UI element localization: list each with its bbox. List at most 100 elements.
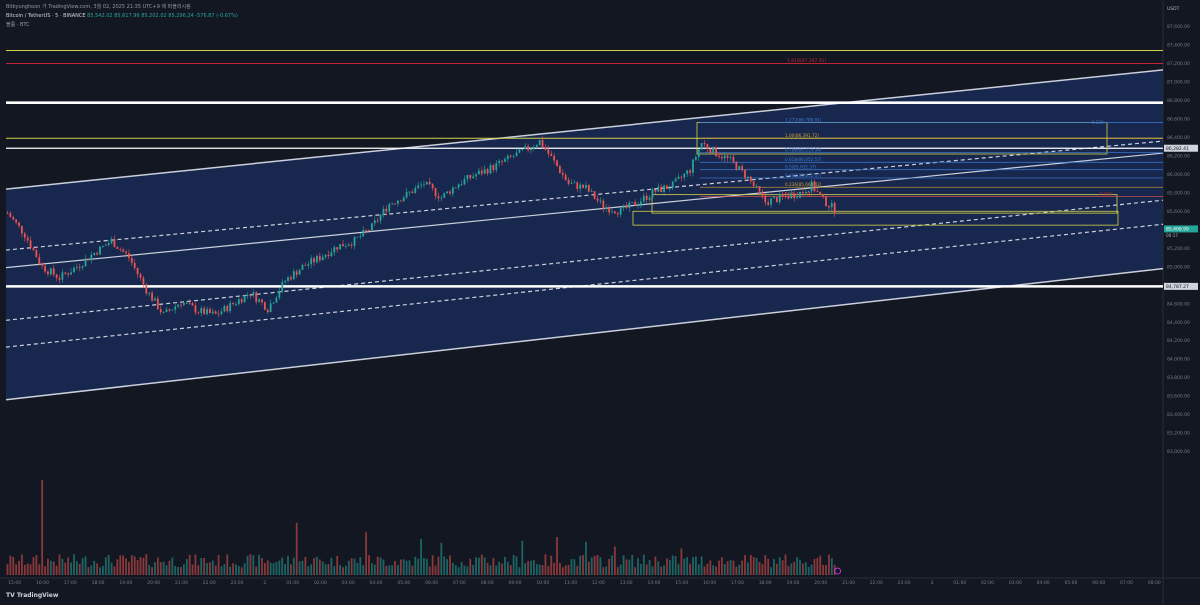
candle-body <box>825 196 827 207</box>
volume-bar <box>67 557 70 575</box>
volume-bar <box>145 554 148 575</box>
price-tick-label: 85,000.00 <box>1167 264 1190 270</box>
candle-body <box>767 202 770 205</box>
candle-body <box>720 156 723 159</box>
volume-bar <box>671 555 674 575</box>
volume-bar <box>209 562 211 575</box>
volume-bar <box>102 565 104 575</box>
volume-indicator-label[interactable]: 볼륨 · BTC <box>6 22 30 28</box>
candle-body <box>177 304 180 307</box>
volume-bar <box>365 532 368 575</box>
candle-body <box>84 258 87 267</box>
volume-bar <box>457 567 460 575</box>
candle-body <box>272 302 275 304</box>
candle-body <box>139 274 142 278</box>
candle-body <box>324 254 327 257</box>
candle-body <box>715 147 718 156</box>
symbol-title[interactable]: Bitcoin / TetherUS · 5 · BINANCE <box>6 13 86 19</box>
volume-bar <box>686 557 689 575</box>
tradingview-logo[interactable]: TV TradingView <box>6 592 59 599</box>
candle-body <box>81 266 84 268</box>
candle-body <box>258 299 260 302</box>
candle-body <box>495 163 498 170</box>
volume-bar <box>619 564 622 575</box>
volume-bar <box>770 567 772 575</box>
volume-bar <box>787 565 790 575</box>
volume-bar <box>718 560 720 575</box>
volume-bar <box>128 561 130 575</box>
time-tick-label: 20:00 <box>814 580 827 586</box>
candle-body <box>249 295 252 296</box>
candle-body <box>697 149 700 158</box>
candle-body <box>399 200 402 202</box>
candle-body <box>330 252 333 257</box>
fib-level-label: 0.5(85,932.37) <box>785 165 817 170</box>
price-tick-label: 83,000.00 <box>1167 449 1190 455</box>
volume-bar <box>723 564 726 575</box>
volume-bar <box>616 567 619 575</box>
candle-body <box>116 247 119 250</box>
candle-body <box>206 309 208 315</box>
volume-bar <box>21 554 23 575</box>
box-label: -0.618 <box>1098 192 1112 197</box>
fib-level-label: 0.618(86,052.57) <box>785 157 822 162</box>
candle-body <box>683 173 686 178</box>
volume-bar <box>359 557 362 575</box>
volume-bar <box>130 555 133 575</box>
volume-bar <box>154 562 156 575</box>
candle-body <box>278 291 281 298</box>
volume-bar <box>463 565 466 575</box>
volume-bar <box>527 560 529 575</box>
volume-bar <box>70 562 72 575</box>
candle-body <box>107 243 110 246</box>
candle-body <box>512 156 515 158</box>
volume-bar <box>281 557 284 575</box>
volume-bar <box>58 554 61 575</box>
volume-bar <box>642 554 645 575</box>
candle-body <box>735 161 738 170</box>
volume-bar <box>321 561 324 575</box>
volume-bar <box>122 555 125 575</box>
time-tick-label: 20:00 <box>147 580 160 586</box>
volume-bar <box>423 558 425 575</box>
candle-body <box>515 152 518 157</box>
volume-bar <box>379 557 382 575</box>
volume-bar <box>602 567 605 575</box>
candle-body <box>269 303 272 312</box>
volume-bar <box>559 562 561 575</box>
time-tick-label: 21:00 <box>175 580 188 586</box>
candle-body <box>501 160 503 162</box>
candle-body <box>573 182 576 184</box>
volume-bar <box>284 564 287 575</box>
volume-bar <box>185 559 188 575</box>
volume-bar <box>408 560 411 575</box>
volume-bar <box>116 559 119 575</box>
candle-body <box>61 272 64 280</box>
candle-body <box>255 292 258 302</box>
current-price-countdown: 00:17 <box>1166 233 1178 238</box>
volume-bar <box>825 565 827 575</box>
candle-body <box>339 244 341 250</box>
volume-bar <box>304 556 307 575</box>
volume-bar <box>498 561 501 575</box>
ohlc-values: 85,542.02 85,617.96 85,202.02 85,296.24 … <box>87 13 238 19</box>
time-tick-label: 02:00 <box>981 580 994 586</box>
fib-lower-box <box>632 210 1119 226</box>
volume-bar <box>399 559 402 575</box>
candle-body <box>119 249 122 250</box>
time-tick-label: 22:00 <box>870 580 883 586</box>
volume-bar <box>547 565 550 575</box>
candle-body <box>171 309 174 311</box>
volume-bar <box>96 563 99 575</box>
volume-bar <box>509 565 512 575</box>
fib-zone-box <box>651 194 1118 214</box>
candle-body <box>799 192 801 198</box>
time-tick-label: 05:00 <box>397 580 410 586</box>
candle-body <box>373 220 376 224</box>
volume-bar <box>530 560 532 575</box>
candle-body <box>185 302 188 304</box>
volume-bar <box>744 555 746 575</box>
volume-bar <box>628 559 631 575</box>
